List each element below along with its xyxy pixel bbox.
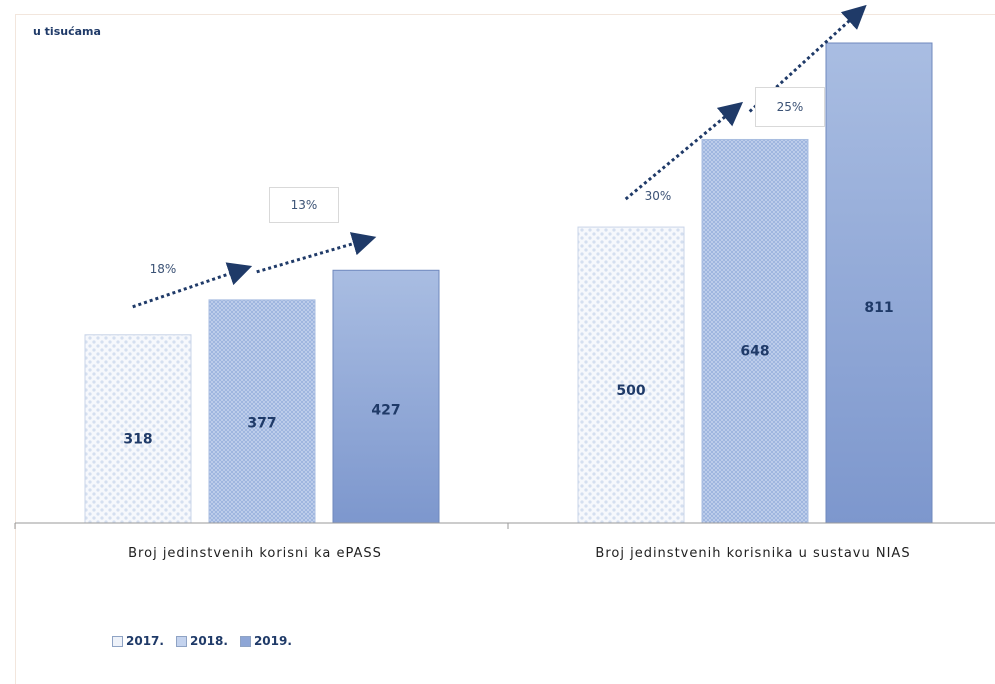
bar-epass-2019 xyxy=(332,269,440,524)
legend-swatch-2019 xyxy=(239,635,251,647)
legend-swatch-2018 xyxy=(175,635,187,647)
bar-value-nias-2018: 648 xyxy=(740,343,769,359)
legend: 2017. 2018. 2019. xyxy=(112,634,292,648)
legend-item-2017: 2017. xyxy=(112,634,164,648)
growth-label-epass-2018: 18% xyxy=(149,262,177,276)
bar-value-epass-2017: 318 xyxy=(123,431,152,447)
bar-value-epass-2019: 427 xyxy=(371,402,400,418)
bar-nias-2018 xyxy=(701,138,809,524)
unit-label: u tisućama xyxy=(33,25,101,38)
bars-layer: 318 377 427 500 648 811 xyxy=(84,42,933,524)
growth-arrow-epass-2018 xyxy=(132,262,253,309)
bar-nias-2019 xyxy=(825,42,933,524)
growth-label-nias-2018: 30% xyxy=(644,189,672,203)
legend-item-2019: 2019. xyxy=(239,634,292,648)
category-label-nias: Broj jedinstvenih korisnika u sustavu NI… xyxy=(595,546,911,561)
bar-epass-2017 xyxy=(84,334,192,524)
category-label-epass: Broj jedinstvenih korisni ka ePASS xyxy=(128,546,382,561)
bar-value-epass-2018: 377 xyxy=(247,416,276,432)
legend-item-2018: 2018. xyxy=(175,634,228,648)
growth-label-nias-2019: 25% xyxy=(755,87,825,127)
bar-value-nias-2019: 811 xyxy=(864,300,893,316)
frame-top-border xyxy=(15,14,995,15)
legend-label-2017: 2017. xyxy=(126,634,164,648)
growth-arrow-epass-2019 xyxy=(256,232,377,274)
legend-label-2018: 2018. xyxy=(189,634,228,648)
bar-value-nias-2017: 500 xyxy=(616,383,645,399)
legend-swatch-2017 xyxy=(112,635,123,647)
legend-label-2019: 2019. xyxy=(253,634,292,648)
bar-nias-2017 xyxy=(577,226,685,524)
bar-epass-2018 xyxy=(208,299,316,524)
growth-label-epass-2019: 13% xyxy=(269,187,339,223)
frame-left-border xyxy=(15,14,16,684)
